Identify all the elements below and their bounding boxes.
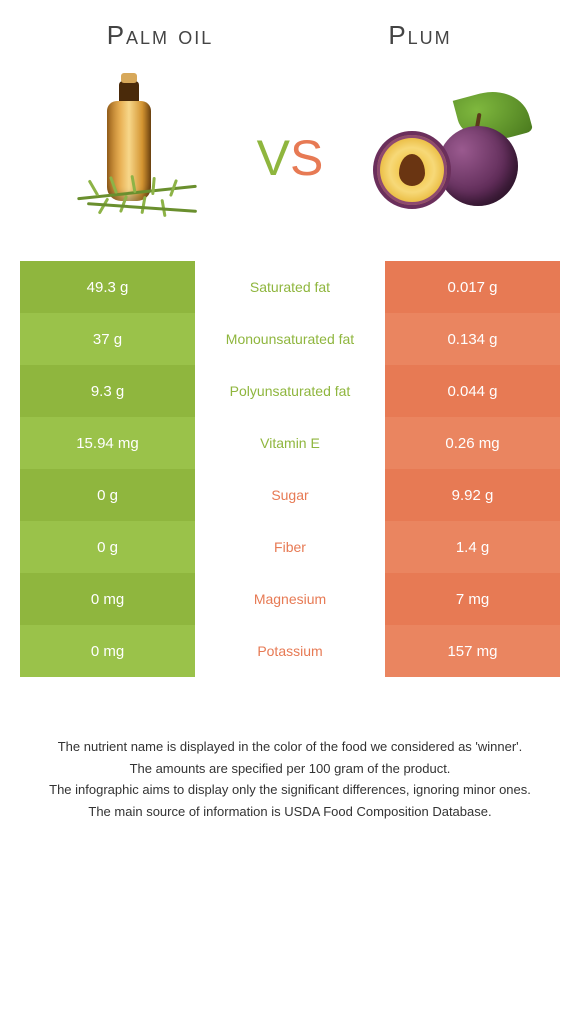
left-value: 9.3 g — [20, 365, 195, 417]
left-value: 15.94 mg — [20, 417, 195, 469]
nutrient-label: Magnesium — [195, 573, 385, 625]
nutrient-label: Sugar — [195, 469, 385, 521]
footer-line: The amounts are specified per 100 gram o… — [30, 759, 550, 779]
left-value: 0 g — [20, 469, 195, 521]
table-row: 15.94 mgVitamin E0.26 mg — [20, 417, 560, 469]
footer-line: The nutrient name is displayed in the co… — [30, 737, 550, 757]
nutrient-label: Monounsaturated fat — [195, 313, 385, 365]
table-row: 9.3 gPolyunsaturated fat0.044 g — [20, 365, 560, 417]
right-value: 0.044 g — [385, 365, 560, 417]
table-row: 0 gFiber1.4 g — [20, 521, 560, 573]
nutrient-label: Fiber — [195, 521, 385, 573]
right-food-title: Plum — [290, 20, 550, 51]
left-value: 0 g — [20, 521, 195, 573]
right-value: 157 mg — [385, 625, 560, 677]
left-value: 0 mg — [20, 573, 195, 625]
image-row: vs — [0, 51, 580, 261]
header: Palm oil Plum — [0, 0, 580, 51]
right-value: 9.92 g — [385, 469, 560, 521]
right-value: 0.134 g — [385, 313, 560, 365]
vs-s: s — [290, 111, 323, 191]
table-row: 0 mgPotassium157 mg — [20, 625, 560, 677]
right-value: 0.26 mg — [385, 417, 560, 469]
table-row: 37 gMonounsaturated fat0.134 g — [20, 313, 560, 365]
right-value: 7 mg — [385, 573, 560, 625]
left-food-title: Palm oil — [30, 20, 290, 51]
left-value: 49.3 g — [20, 261, 195, 313]
comparison-table: 49.3 gSaturated fat0.017 g37 gMonounsatu… — [20, 261, 560, 677]
table-row: 0 mgMagnesium7 mg — [20, 573, 560, 625]
table-row: 49.3 gSaturated fat0.017 g — [20, 261, 560, 313]
plum-half-icon — [373, 131, 451, 209]
nutrient-label: Vitamin E — [195, 417, 385, 469]
left-value: 0 mg — [20, 625, 195, 677]
left-food-image — [52, 71, 212, 231]
vs-label: vs — [257, 110, 324, 192]
footer-notes: The nutrient name is displayed in the co… — [0, 677, 580, 821]
right-food-image — [368, 71, 528, 231]
nutrient-label: Potassium — [195, 625, 385, 677]
nutrient-label: Saturated fat — [195, 261, 385, 313]
table-row: 0 gSugar9.92 g — [20, 469, 560, 521]
right-value: 1.4 g — [385, 521, 560, 573]
footer-line: The main source of information is USDA F… — [30, 802, 550, 822]
herb-icon — [77, 171, 217, 226]
left-value: 37 g — [20, 313, 195, 365]
nutrient-label: Polyunsaturated fat — [195, 365, 385, 417]
footer-line: The infographic aims to display only the… — [30, 780, 550, 800]
right-value: 0.017 g — [385, 261, 560, 313]
vs-v: v — [257, 111, 290, 191]
